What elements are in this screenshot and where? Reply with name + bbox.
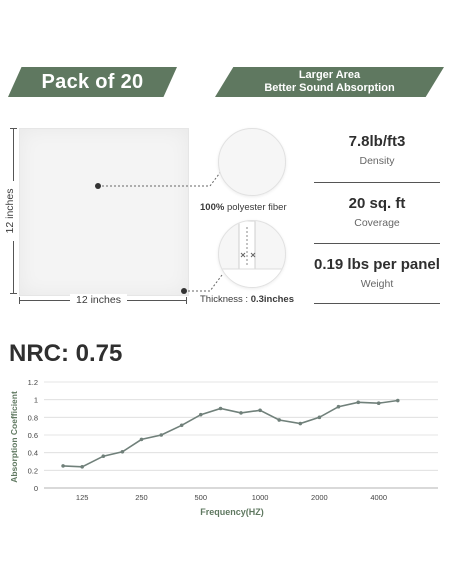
data-point bbox=[61, 464, 65, 468]
data-point bbox=[198, 412, 203, 417]
data-point bbox=[139, 437, 144, 442]
nrc-heading: NRC: 0.75 bbox=[9, 340, 123, 367]
spec-density-label: Density bbox=[359, 155, 395, 167]
data-point bbox=[277, 418, 281, 422]
spec-divider bbox=[314, 182, 440, 183]
data-point bbox=[80, 465, 84, 469]
thickness-closeup-image bbox=[218, 220, 286, 288]
absorption-chart: 00.20.40.60.811.2 125 250 500 1000 2000 4000 … bbox=[9, 378, 438, 517]
data-point bbox=[356, 400, 361, 405]
thickness-value: 0.3inches bbox=[250, 294, 294, 305]
data-point bbox=[101, 454, 106, 458]
x-tick-labels: 125 250 500 1000 2000 4000 bbox=[76, 493, 387, 502]
absorption-series-line bbox=[63, 399, 398, 468]
fiber-text: polyester fiber bbox=[224, 202, 287, 213]
absorption-points bbox=[61, 398, 400, 469]
data-point bbox=[179, 423, 184, 428]
fiber-callout-dot bbox=[95, 183, 101, 189]
area-banner: Larger Area Better Sound Absorption bbox=[215, 67, 444, 97]
spec-divider bbox=[314, 243, 440, 244]
y-tick-label: 0.6 bbox=[28, 431, 38, 440]
pack-banner: Pack of 20 bbox=[8, 67, 177, 97]
data-point bbox=[376, 401, 381, 405]
x-tick-label: 250 bbox=[135, 493, 148, 502]
y-axis-label: Absorption Coefficient bbox=[9, 391, 19, 483]
area-banner-line2: Better Sound Absorption bbox=[264, 82, 395, 94]
spec-weight: 0.19 lbs per panel Weight bbox=[314, 256, 440, 290]
panel-image bbox=[19, 128, 189, 296]
spec-weight-label: Weight bbox=[360, 278, 394, 290]
y-tick-label: 0.4 bbox=[28, 449, 38, 458]
spec-divider bbox=[314, 303, 440, 304]
data-point bbox=[336, 404, 341, 409]
data-point bbox=[159, 433, 164, 437]
y-tick-label: 1 bbox=[34, 396, 38, 405]
y-tick-label: 0.2 bbox=[28, 466, 38, 475]
spec-density-value: 7.8lb/ft3 bbox=[348, 133, 406, 150]
x-tick-label: 500 bbox=[195, 493, 208, 502]
fiber-percent: 100% bbox=[200, 202, 225, 213]
fiber-closeup-image bbox=[218, 128, 286, 196]
data-point bbox=[120, 449, 125, 454]
data-point bbox=[317, 415, 322, 420]
data-point bbox=[298, 421, 303, 426]
chart-grid bbox=[44, 381, 438, 489]
thickness-illustration bbox=[219, 221, 285, 287]
thickness-text: Thickness : bbox=[200, 294, 251, 305]
spec-weight-value: 0.19 lbs per panel bbox=[314, 256, 440, 273]
data-point bbox=[239, 411, 243, 415]
data-point bbox=[395, 398, 400, 403]
x-axis-label: Frequency(HZ) bbox=[200, 507, 264, 517]
x-tick-label: 2000 bbox=[311, 493, 328, 502]
spec-coverage-label: Coverage bbox=[354, 217, 400, 229]
spec-coverage: 20 sq. ft Coverage bbox=[314, 195, 440, 229]
thickness-caption: Thickness : 0.3inches bbox=[200, 294, 294, 305]
y-tick-label: 0.8 bbox=[28, 413, 38, 422]
x-tick-label: 4000 bbox=[370, 493, 387, 502]
y-tick-label: 0 bbox=[34, 484, 38, 493]
spec-density: 7.8lb/ft3 Density bbox=[314, 133, 440, 167]
data-point bbox=[258, 408, 262, 413]
y-tick-label: 1.2 bbox=[28, 378, 38, 387]
pack-banner-text: Pack of 20 bbox=[41, 70, 144, 93]
spec-coverage-value: 20 sq. ft bbox=[348, 195, 406, 212]
x-tick-label: 125 bbox=[76, 493, 89, 502]
fiber-caption: 100% polyester fiber bbox=[200, 202, 287, 213]
y-tick-labels: 0 0.2 0.4 0.6 0.8 1 1.2 bbox=[28, 378, 38, 493]
width-dimension-label: 12 inches bbox=[70, 294, 127, 306]
data-point bbox=[218, 406, 223, 411]
area-banner-line1: Larger Area bbox=[298, 69, 361, 81]
x-tick-label: 1000 bbox=[252, 493, 269, 502]
thickness-callout-dot bbox=[181, 288, 187, 294]
